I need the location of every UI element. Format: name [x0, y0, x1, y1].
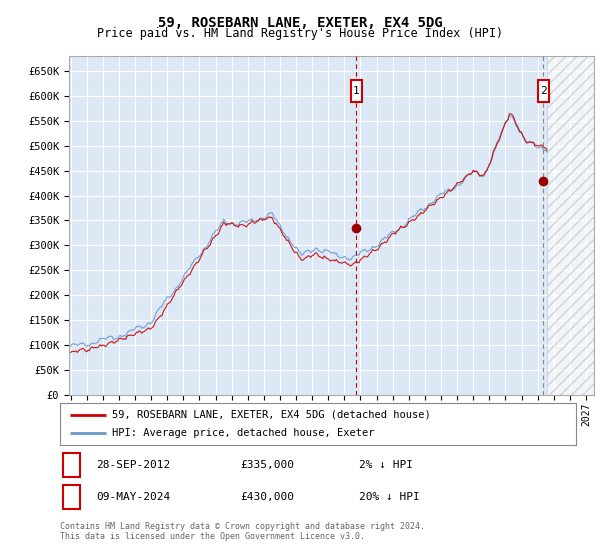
Bar — [538, 80, 549, 102]
Text: 2% ↓ HPI: 2% ↓ HPI — [359, 460, 413, 470]
Text: 1: 1 — [68, 460, 75, 470]
Text: Price paid vs. HM Land Registry's House Price Index (HPI): Price paid vs. HM Land Registry's House … — [97, 27, 503, 40]
Text: HPI: Average price, detached house, Exeter: HPI: Average price, detached house, Exet… — [112, 428, 374, 438]
Text: 20% ↓ HPI: 20% ↓ HPI — [359, 492, 420, 502]
Bar — [62, 452, 80, 477]
Text: 59, ROSEBARN LANE, EXETER, EX4 5DG (detached house): 59, ROSEBARN LANE, EXETER, EX4 5DG (deta… — [112, 410, 430, 420]
Text: £430,000: £430,000 — [241, 492, 295, 502]
Text: 1: 1 — [353, 86, 360, 96]
Text: 09-MAY-2024: 09-MAY-2024 — [96, 492, 170, 502]
Bar — [547, 56, 594, 395]
Bar — [351, 80, 362, 102]
Text: 59, ROSEBARN LANE, EXETER, EX4 5DG: 59, ROSEBARN LANE, EXETER, EX4 5DG — [158, 16, 442, 30]
Bar — [62, 485, 80, 510]
Text: 28-SEP-2012: 28-SEP-2012 — [96, 460, 170, 470]
Text: £335,000: £335,000 — [241, 460, 295, 470]
Text: 2: 2 — [68, 492, 75, 502]
Text: Contains HM Land Registry data © Crown copyright and database right 2024.
This d: Contains HM Land Registry data © Crown c… — [60, 522, 425, 542]
Text: 2: 2 — [540, 86, 547, 96]
